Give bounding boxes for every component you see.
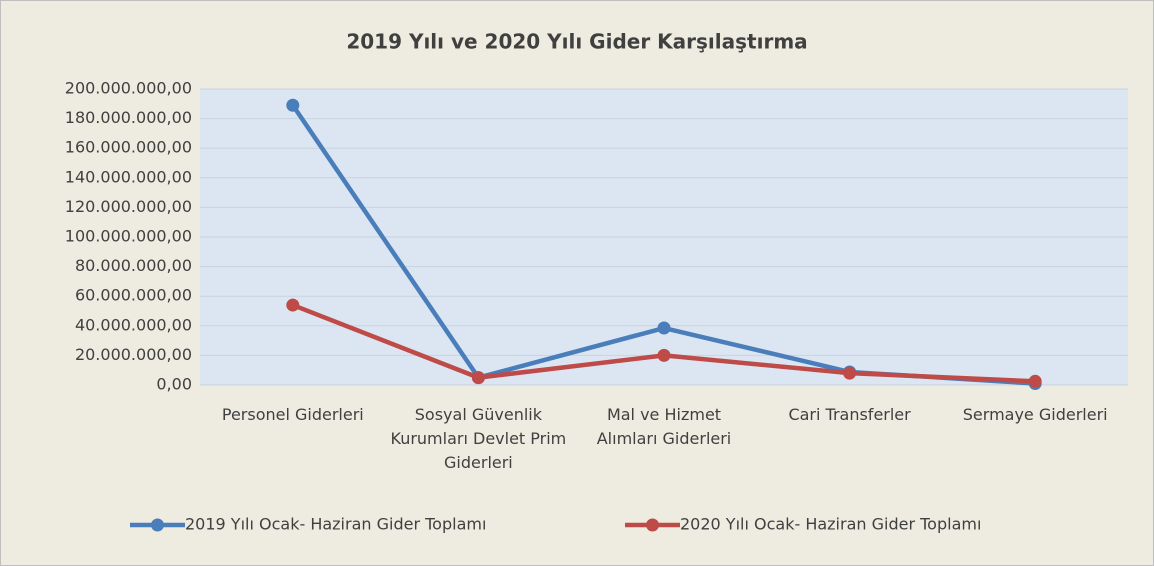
y-tick-label: 60.000.000,00 [75, 286, 192, 305]
data-point [471, 371, 485, 385]
y-tick-label: 180.000.000,00 [65, 108, 192, 127]
y-tick-label: 80.000.000,00 [75, 256, 192, 275]
data-point [286, 98, 300, 112]
y-tick-label: 40.000.000,00 [75, 315, 192, 334]
y-tick-label: 160.000.000,00 [65, 138, 192, 157]
y-tick-label: 200.000.000,00 [65, 79, 192, 98]
x-tick-label: Personel Giderleri [221, 405, 364, 424]
x-tick-label: Cari Transferler [788, 405, 911, 424]
data-point [657, 348, 671, 362]
chart-title: 2019 Yılı ve 2020 Yılı Gider Karşılaştır… [346, 30, 807, 54]
data-point [286, 298, 300, 312]
x-tick-label: Mal ve Hizmet Alımları Giderleri [596, 405, 732, 448]
legend-marker [646, 518, 659, 532]
x-tick-label: Sosyal Güvenlik Kurumları Devlet Prim Gi… [390, 405, 567, 472]
y-tick-label: 20.000.000,00 [75, 345, 192, 364]
y-tick-label: 120.000.000,00 [65, 197, 192, 216]
y-tick-label: 140.000.000,00 [65, 167, 192, 186]
legend-label: 2019 Yılı Ocak- Haziran Gider Toplamı [185, 515, 486, 534]
y-tick-label: 100.000.000,00 [65, 227, 192, 246]
legend-label: 2020 Yılı Ocak- Haziran Gider Toplamı [680, 515, 981, 534]
y-tick-label: 0,00 [156, 375, 192, 394]
legend-marker [151, 518, 164, 532]
data-point [657, 321, 671, 335]
data-point [1028, 374, 1042, 388]
x-tick-label: Sermaye Giderleri [962, 405, 1108, 424]
data-point [843, 366, 857, 380]
